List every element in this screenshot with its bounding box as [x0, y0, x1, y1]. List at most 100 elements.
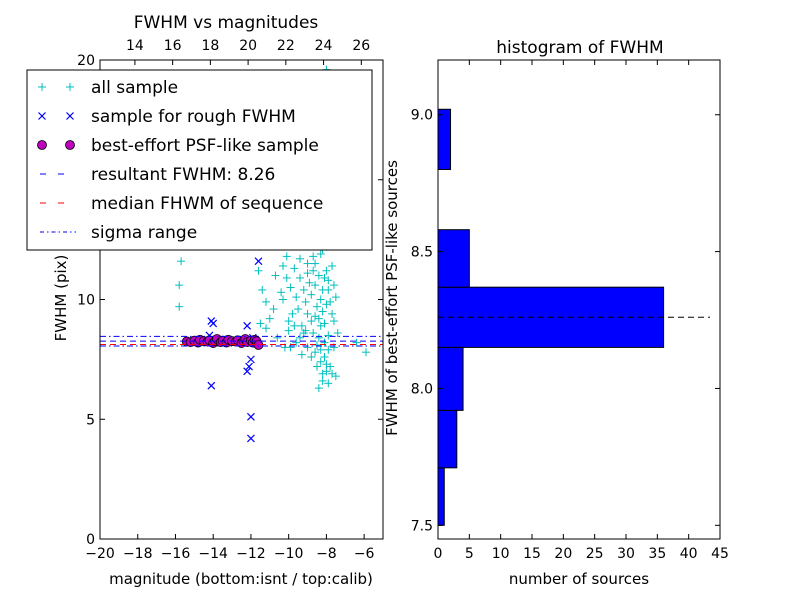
top-tick-label-6: 26	[352, 38, 370, 54]
series-0-point-110	[307, 317, 316, 326]
series-0-point-28	[362, 348, 371, 357]
series-1-point-6-b	[245, 362, 253, 371]
hist-x-tick-label-4: 20	[554, 546, 572, 562]
series-0-point-36	[284, 326, 293, 335]
histogram-bar-0	[437, 467, 445, 526]
series-1-point-10	[247, 434, 255, 443]
legend-label-3: resultant FWHM: 8.26	[91, 165, 275, 185]
series-0-point-122	[297, 350, 306, 359]
series-0-point-95	[331, 293, 340, 302]
series-0-point-98	[299, 285, 308, 294]
series-0-point-102	[279, 261, 288, 270]
hist-x-tick-label-2: 10	[492, 546, 510, 562]
hist-x-tick-label-7: 35	[648, 546, 666, 562]
series-0-point-85	[320, 338, 329, 347]
series-0-point-113	[290, 321, 299, 330]
series-1-point-1	[209, 319, 218, 328]
legend-entry-5: sigma range	[40, 223, 197, 243]
legend-entry-0: all sample	[38, 78, 178, 98]
legend-label-0: all sample	[91, 78, 178, 98]
series-1-point-8-b	[247, 355, 255, 364]
series-0-point-42	[311, 281, 320, 290]
scatter-title: FWHM vs magnitudes	[134, 13, 319, 33]
series-0-point-50	[311, 348, 320, 357]
y-tick-label-0: 0	[86, 532, 95, 548]
series-0-point-23	[314, 384, 323, 393]
x-tick-label-6: −8	[316, 546, 337, 562]
legend-marker-1-a	[38, 112, 46, 120]
legend-marker-0-b	[66, 83, 74, 91]
series-0-point-97	[305, 278, 314, 287]
series-0-point-117	[324, 379, 333, 388]
x-tick-label-2: −16	[161, 546, 191, 562]
series-0-point-49	[316, 357, 325, 366]
legend-entry-3: resultant FWHM: 8.26	[40, 165, 275, 185]
series-0-point-104	[303, 269, 312, 278]
series-1-point-10-b	[247, 434, 255, 443]
series-0-point-120	[307, 352, 316, 361]
hist-x-tick-label-5: 25	[586, 546, 604, 562]
series-0-point-41	[316, 295, 325, 304]
hist-x-tick-label-6: 30	[617, 546, 635, 562]
histogram-bar-4	[437, 229, 470, 288]
series-1-point-3-b	[207, 381, 216, 390]
series-0-point-17	[307, 290, 316, 299]
series-1-point-4	[243, 321, 252, 330]
series-0-point-2	[175, 302, 184, 311]
series-0-point-46	[328, 309, 337, 318]
series-0-point-115	[322, 360, 331, 369]
series-0-point-48	[324, 345, 333, 354]
histogram-bar-1	[437, 409, 458, 469]
series-0-point-116	[328, 369, 337, 378]
y-tick-label-1: 5	[86, 412, 95, 428]
series-1-point-8	[247, 355, 255, 364]
legend-marker-1-b	[66, 112, 74, 120]
legend-marker-1-a-b	[38, 112, 46, 120]
legend-box	[26, 69, 373, 251]
series-0-point-12	[262, 324, 271, 333]
histogram-panel: 0 5 10 15 20 25 30 35 40 45 7.5 8.0 8.5 9.0 histogram…	[383, 38, 729, 588]
hist-x-tick-label-1: 5	[465, 546, 474, 562]
series-0-point-108	[318, 307, 327, 316]
series-0-point-40	[322, 266, 331, 275]
series-0-point-94	[328, 261, 337, 270]
legend-marker-0-a	[38, 83, 46, 91]
top-tick-label-0: 14	[126, 38, 144, 54]
series-0-point-74	[258, 285, 267, 294]
histogram-bar-6	[437, 108, 452, 170]
series-0-point-112	[295, 333, 304, 342]
series-0-point-76	[262, 297, 271, 306]
series-0-point-81	[303, 309, 312, 318]
series-1-point-3	[207, 381, 216, 390]
x-tick-label-1: −18	[123, 546, 153, 562]
series-0-point-88	[326, 297, 335, 306]
series-0-point-1	[175, 281, 184, 290]
series-0-point-29	[309, 252, 318, 261]
series-0-point-106	[320, 273, 329, 282]
series-1-point-6	[245, 362, 253, 371]
series-0-point-121	[303, 343, 312, 352]
legend-label-1: sample for rough FWHM	[91, 107, 296, 127]
scatter-reference-lines	[100, 335, 383, 347]
legend-label-4: median FHWM of sequence	[91, 194, 323, 214]
scatter-ticks: −20−18−16−14−12−10−8−6051015201416182022…	[77, 38, 383, 562]
histogram-y-label: FWHM of best-effort PSF-like sources	[383, 160, 401, 436]
series-0-point-107	[324, 285, 333, 294]
series-1-point-5-b	[254, 257, 263, 266]
hist-y-tick-label-2: 8.5	[411, 245, 433, 261]
legend-label-2: best-effort PSF-like sample	[91, 136, 319, 156]
x-tick-label-7: −6	[354, 546, 375, 562]
series-0-point-114	[316, 345, 325, 354]
series-0-point-53	[290, 264, 299, 273]
series-0-point-101	[282, 273, 291, 282]
top-tick-label-3: 20	[239, 38, 257, 54]
legend-entry-4: median FHWM of sequence	[40, 194, 323, 214]
series-0-point-75	[256, 319, 265, 328]
series-0-point-92	[316, 249, 325, 258]
series-0-point-35	[288, 309, 297, 318]
y-tick-label-2: 10	[77, 293, 95, 309]
series-0-point-105	[309, 266, 318, 275]
x-tick-label-3: −14	[198, 546, 228, 562]
hist-x-tick-label-9: 45	[711, 546, 729, 562]
